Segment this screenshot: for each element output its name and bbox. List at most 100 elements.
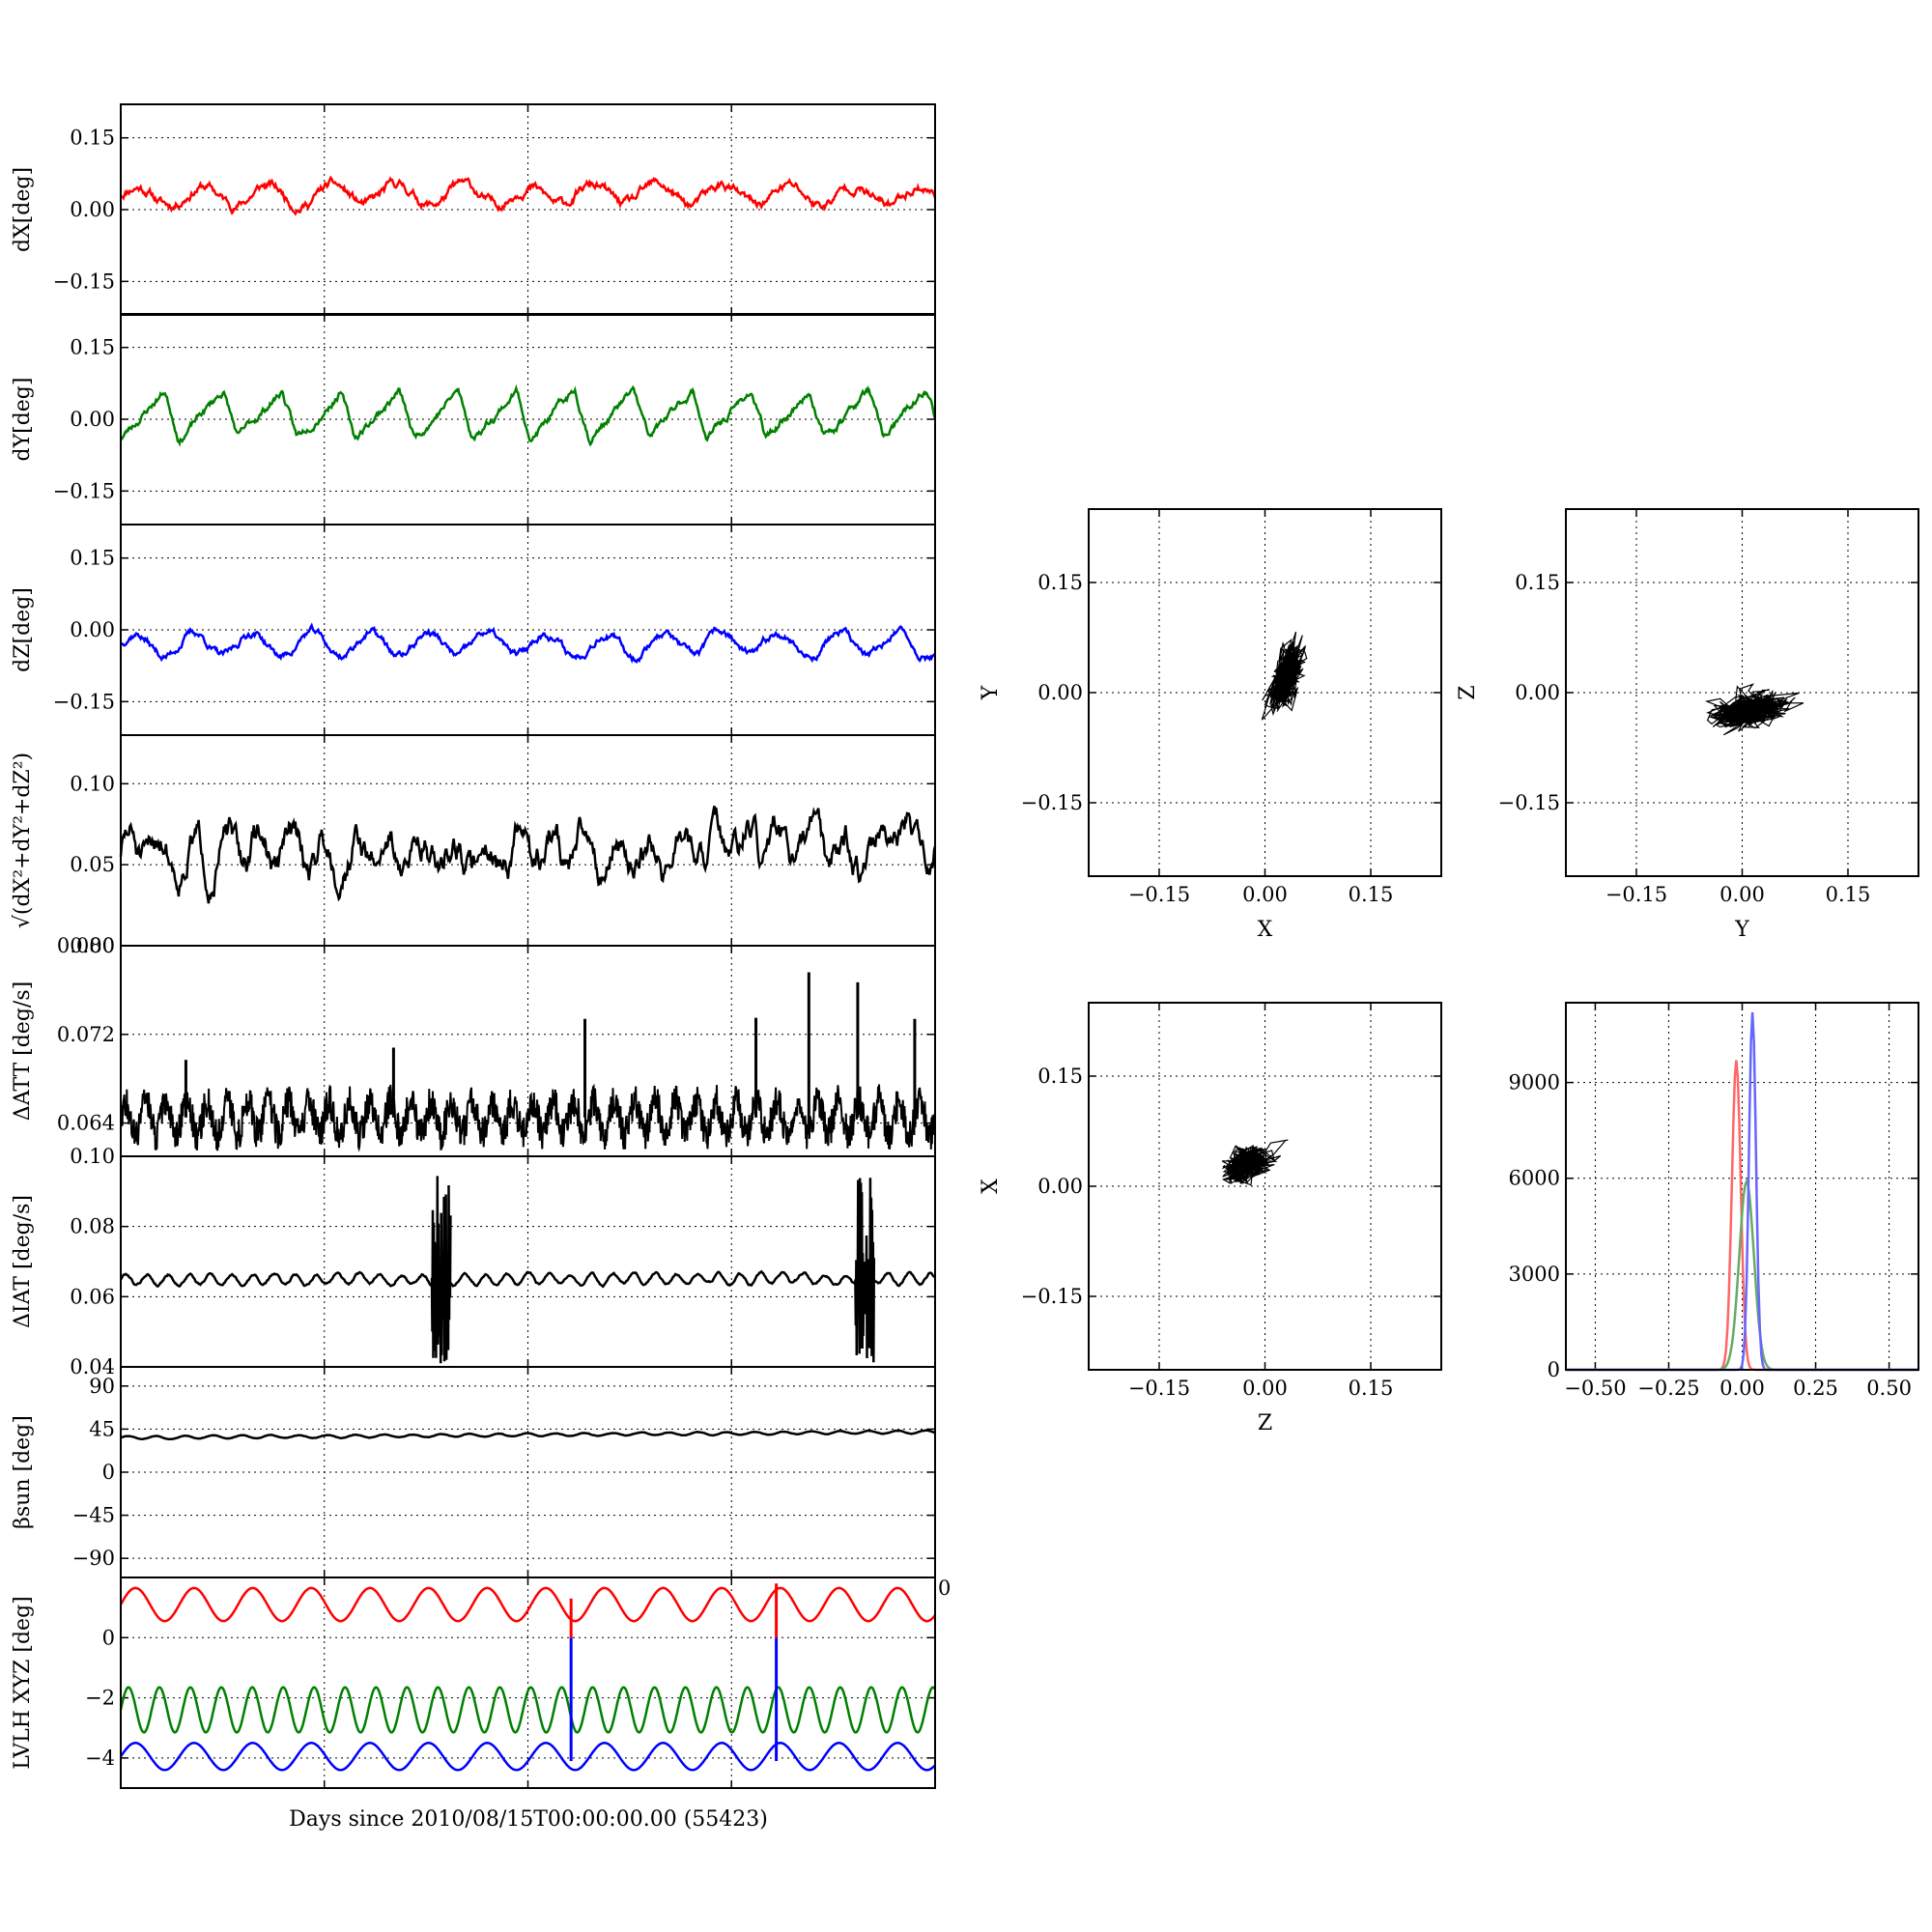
dIAT-ytick-label: 0.08 — [70, 1215, 115, 1238]
dATT-ytick-label: 0.080 — [57, 934, 115, 957]
dZ-ytick-label: 0.00 — [70, 618, 115, 641]
XY-panel: 0.15 0.00 −0.15 −0.15 0.00 0.15 Y X — [979, 508, 1442, 942]
dX-series-line — [120, 175, 937, 216]
XY-trajectory — [1261, 631, 1308, 721]
lvlh-ytick-label: −4 — [85, 1747, 115, 1770]
YZ-y-axis-label: Z — [1456, 685, 1480, 699]
dATT-series-line — [120, 1083, 936, 1152]
ZX-xtick-label: 0.00 — [1242, 1377, 1288, 1400]
ZX-xtick-label: 0.15 — [1349, 1377, 1394, 1400]
dIAT-panel: 0.10 0.08 0.06 0.04 ΔIAT [deg/s] — [11, 1145, 937, 1378]
YZ-ytick-label: −0.15 — [1498, 791, 1560, 814]
chart-panels: 0.15 0.00 −0.15 dX[deg] 0.15 0.00 −0.15 dY[deg]… — [11, 103, 1919, 1789]
dY-series-line — [120, 384, 937, 447]
dX-ytick-label: 0.15 — [70, 127, 115, 150]
beta-ytick-label: 0 — [102, 1461, 115, 1484]
lvlh-frame — [120, 1577, 936, 1789]
ZX-xtick-label: −0.15 — [1128, 1377, 1190, 1400]
dR-ytick-label: 0.00 — [70, 934, 115, 957]
YZ-xtick-label: 0.00 — [1719, 883, 1765, 906]
XY-ytick-label: 0.00 — [1037, 681, 1083, 704]
XY-xtick-label: 0.00 — [1242, 883, 1288, 906]
YZ-frame — [1565, 508, 1919, 877]
dZ-y-axis-label: dZ[deg] — [11, 587, 35, 672]
dIAT-ytick-label: 0.04 — [70, 1355, 115, 1378]
dATT-y-axis-label: ΔATT [deg/s] — [11, 981, 35, 1121]
lvlh-ytick-label: 0 — [102, 1626, 115, 1649]
lvlh-panel: 0 −2 −4 LVLH XYZ [deg] 0 — [11, 1577, 951, 1789]
dR-series-line — [119, 805, 937, 904]
YZ-ytick-label: 0.15 — [1515, 571, 1560, 594]
YZ-xtick-label: −0.15 — [1605, 883, 1667, 906]
hist-ytick-label: 0 — [1548, 1358, 1560, 1381]
XY-xtick-label: 0.15 — [1349, 883, 1394, 906]
dY-ytick-label: −0.15 — [53, 479, 115, 502]
XY-frame — [1088, 508, 1442, 877]
hist-ytick-label: 9000 — [1509, 1071, 1560, 1094]
lvlh-ytick-label: −2 — [85, 1687, 115, 1710]
hist-xtick-label: 0.50 — [1866, 1377, 1912, 1400]
beta-ytick-label: 45 — [89, 1417, 115, 1440]
dX-ytick-label: 0.00 — [70, 198, 115, 221]
dR-ytick-label: 0.05 — [70, 853, 115, 876]
YZ-trajectory — [1704, 683, 1804, 736]
hist-xtick-label: −0.50 — [1564, 1377, 1626, 1400]
dY-y-axis-label: dY[deg] — [11, 378, 35, 462]
hist-ytick-label: 3000 — [1509, 1263, 1560, 1286]
main-x-axis-label: Days since 2010/08/15T00:00:00.00 (55423… — [289, 1807, 768, 1832]
dY-ytick-label: 0.00 — [70, 408, 115, 431]
beta-panel: 90 45 0 −45 −90 βsun [deg] — [11, 1366, 936, 1578]
dIAT-ytick-label: 0.06 — [70, 1285, 115, 1308]
dZ-series-line — [119, 622, 936, 665]
dZ-panel: 0.15 0.00 −0.15 dZ[deg] — [11, 524, 936, 736]
dATT-panel: 0.080 0.072 0.064 ΔATT [deg/s] — [11, 934, 936, 1157]
XY-ytick-label: 0.15 — [1037, 571, 1083, 594]
hist-ytick-label: 6000 — [1509, 1167, 1560, 1190]
dIAT-burst — [430, 1176, 452, 1364]
hist-xtick-label: −0.25 — [1637, 1377, 1699, 1400]
ZX-y-axis-label: X — [979, 1179, 1003, 1194]
lvlh-y-axis-label: LVLH XYZ [deg] — [11, 1596, 35, 1770]
dATT-ytick-label: 0.072 — [57, 1023, 115, 1046]
dX-ytick-label: −0.15 — [53, 270, 115, 293]
XY-xtick-label: −0.15 — [1128, 883, 1190, 906]
YZ-ytick-label: 0.00 — [1515, 681, 1560, 704]
lvlh-series-line — [119, 1686, 937, 1734]
XY-ytick-label: −0.15 — [1021, 791, 1083, 814]
YZ-x-axis-label: Y — [1734, 918, 1749, 942]
YZ-xtick-label: 0.15 — [1826, 883, 1871, 906]
beta-ytick-label: −90 — [72, 1547, 115, 1570]
lvlh-series-line — [119, 1742, 936, 1772]
lvlh-series-line — [119, 1586, 937, 1623]
dX-y-axis-label: dX[deg] — [11, 167, 35, 252]
dR-ytick-label: 0.10 — [70, 772, 115, 795]
ZX-frame — [1088, 1002, 1442, 1371]
ZX-panel: 0.15 0.00 −0.15 −0.15 0.00 0.15 X Z — [979, 1002, 1442, 1435]
ZX-ytick-label: 0.00 — [1037, 1175, 1083, 1198]
beta-ytick-label: −45 — [72, 1504, 115, 1527]
dIAT-series-line — [119, 1269, 937, 1289]
ZX-ytick-label: 0.15 — [1037, 1065, 1083, 1088]
beta-series-line — [120, 1429, 936, 1441]
beta-y-axis-label: βsun [deg] — [11, 1415, 35, 1529]
ZX-x-axis-label: Z — [1258, 1411, 1272, 1435]
lvlh-edge-label: 0 — [938, 1577, 951, 1600]
dZ-ytick-label: 0.15 — [70, 547, 115, 570]
ZX-ytick-label: −0.15 — [1021, 1285, 1083, 1308]
YZ-panel: 0.15 0.00 −0.15 −0.15 0.00 0.15 Z Y — [1456, 508, 1919, 942]
beta-ytick-label: 90 — [89, 1375, 115, 1398]
dIAT-ytick-label: 0.10 — [70, 1145, 115, 1168]
hist-xtick-label: 0.00 — [1719, 1377, 1765, 1400]
dR-panel: 0.10 0.05 0.00 √(dX²+dY²+dZ²) — [11, 734, 937, 957]
ZX-trajectory — [1221, 1139, 1289, 1186]
dIAT-burst — [854, 1178, 876, 1363]
hist-panel: 0 3000 6000 9000 −0.50 −0.25 0.00 0.25 0.50 — [1509, 1002, 1919, 1400]
dY-ytick-label: 0.15 — [70, 336, 115, 359]
dY-panel: 0.15 0.00 −0.15 dY[deg] — [11, 313, 937, 526]
XY-y-axis-label: Y — [979, 685, 1003, 700]
dIAT-y-axis-label: ΔIAT [deg/s] — [11, 1195, 35, 1328]
dR-y-axis-label: √(dX²+dY²+dZ²) — [11, 753, 35, 928]
XY-x-axis-label: X — [1258, 918, 1273, 942]
hist-xtick-label: 0.25 — [1793, 1377, 1838, 1400]
